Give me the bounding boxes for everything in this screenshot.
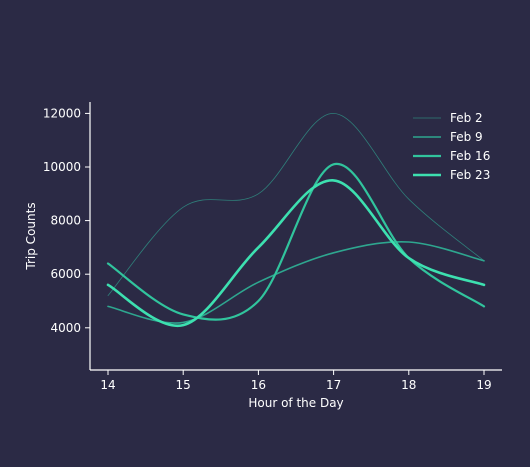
y-tick-label: 10000 <box>43 160 81 174</box>
y-tick-label: 6000 <box>50 267 81 281</box>
y-tick-label: 8000 <box>50 214 81 228</box>
series-line-feb-16 <box>106 163 486 321</box>
x-tick-label: 14 <box>100 378 115 392</box>
x-tick-label: 15 <box>176 378 191 392</box>
x-tick-label: 19 <box>476 378 491 392</box>
series-lines <box>106 112 486 327</box>
y-tick-label: 4000 <box>50 321 81 335</box>
y-tick-label: 12000 <box>43 106 81 120</box>
series-line-feb-23 <box>106 179 486 327</box>
series-line-feb-2 <box>107 112 485 296</box>
x-tick-label: 16 <box>251 378 266 392</box>
legend-label: Feb 16 <box>450 149 490 163</box>
x-axis-label: Hour of the Day <box>248 396 343 410</box>
legend-label: Feb 23 <box>450 168 490 182</box>
series-line-feb-9 <box>107 241 485 324</box>
y-axis-label: Trip Counts <box>24 202 38 270</box>
x-tick-label: 17 <box>326 378 341 392</box>
legend-label: Feb 9 <box>450 130 483 144</box>
x-ticks: 14 15 16 17 18 19 <box>100 370 492 392</box>
y-ticks: 4000 6000 8000 10000 12000 <box>43 106 90 335</box>
legend-label: Feb 2 <box>450 111 483 125</box>
x-tick-label: 18 <box>401 378 416 392</box>
legend: Feb 2 Feb 9 Feb 16 Feb 23 <box>413 111 490 182</box>
axes <box>89 102 502 371</box>
